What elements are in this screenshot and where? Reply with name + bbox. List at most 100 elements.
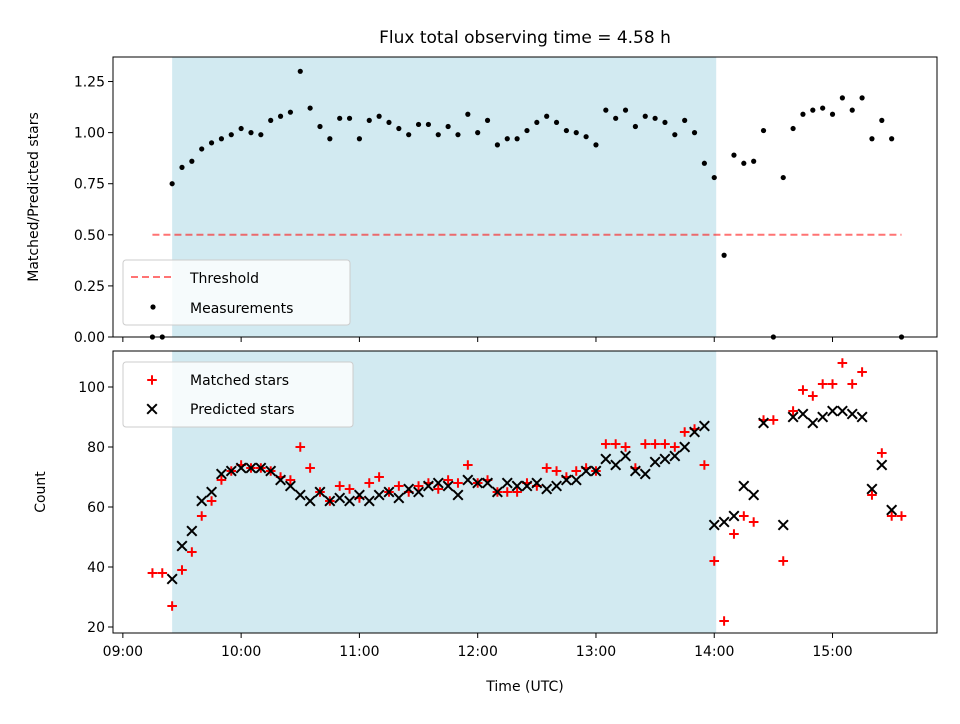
predicted-stars-point bbox=[886, 504, 898, 516]
bottom-ytick-label: 80 bbox=[87, 440, 105, 456]
matched-stars-point bbox=[748, 517, 759, 527]
matched-stars-point bbox=[679, 427, 690, 437]
predicted-stars-point bbox=[590, 465, 602, 477]
measurement-point bbox=[248, 130, 254, 136]
measurement-point bbox=[721, 252, 727, 258]
predicted-stars-point bbox=[265, 465, 277, 477]
legend-measurement-swatch bbox=[150, 304, 156, 310]
measurement-point bbox=[691, 130, 698, 136]
measurement-point bbox=[406, 132, 412, 138]
matched-stars-point bbox=[285, 475, 296, 485]
measurement-point bbox=[484, 117, 491, 123]
predicted-stars-point bbox=[629, 465, 641, 477]
predicted-stars-point bbox=[176, 540, 188, 552]
measurement-point bbox=[682, 117, 688, 123]
predicted-stars-point bbox=[255, 462, 267, 474]
measurement-point bbox=[800, 111, 806, 117]
predicted-stars-point bbox=[738, 480, 750, 492]
bottom-xtick-label: 11:00 bbox=[339, 644, 379, 660]
measurement-point bbox=[751, 158, 757, 164]
bottom-ylabel: Count bbox=[33, 471, 49, 513]
measurement-point bbox=[672, 132, 678, 138]
predicted-stars-point bbox=[452, 489, 464, 501]
measurement-point bbox=[790, 125, 796, 132]
predicted-stars-point bbox=[689, 426, 701, 438]
predicted-stars-point bbox=[275, 474, 287, 486]
matched-stars-point bbox=[837, 358, 848, 368]
matched-stars-point bbox=[512, 487, 522, 497]
predicted-stars-point bbox=[541, 483, 553, 495]
predicted-stars-point bbox=[511, 480, 523, 492]
predicted-stars-point bbox=[324, 495, 336, 507]
bottom-ytick-label: 100 bbox=[78, 380, 105, 396]
predicted-stars-point bbox=[442, 480, 454, 492]
measurement-point bbox=[534, 119, 540, 126]
bottom-legend-box bbox=[122, 361, 354, 428]
top-legend: Threshold Measurements bbox=[122, 259, 351, 326]
predicted-stars-point bbox=[551, 480, 563, 492]
predicted-stars-point bbox=[728, 510, 740, 522]
predicted-stars-point bbox=[422, 480, 434, 492]
measurement-point bbox=[652, 115, 658, 121]
matched-stars-point bbox=[167, 601, 177, 611]
top-ytick-label: 1.00 bbox=[74, 126, 105, 142]
matched-stars-point bbox=[788, 406, 798, 416]
predicted-stars-point bbox=[521, 480, 533, 492]
bottom-xtick-label: 12:00 bbox=[458, 644, 498, 660]
measurement-point bbox=[731, 152, 737, 158]
bottom-ytick-label: 40 bbox=[87, 560, 105, 576]
measurement-point bbox=[258, 132, 264, 138]
predicted-stars-point bbox=[531, 477, 543, 489]
predicted-stars-point bbox=[836, 405, 848, 417]
matched-stars-point bbox=[443, 475, 453, 485]
predicted-stars-point bbox=[462, 474, 474, 486]
matched-stars-point bbox=[177, 565, 187, 575]
predicted-stars-point bbox=[166, 573, 178, 585]
measurement-point bbox=[337, 115, 343, 121]
matched-stars-point bbox=[847, 379, 858, 389]
top-ylabel: Matched/Predicted stars bbox=[26, 112, 42, 282]
measurement-point bbox=[189, 158, 195, 164]
measurement-point bbox=[415, 121, 422, 128]
predicted-stars-point bbox=[235, 462, 247, 474]
matched-stars-point bbox=[699, 460, 710, 470]
measurement-point bbox=[662, 119, 668, 126]
predicted-stars-point bbox=[758, 417, 770, 429]
top-panel: 0.00 0.25 0.50 0.75 1.00 1.25 Matched/Predicte… bbox=[26, 56, 938, 346]
matched-stars-point bbox=[541, 463, 552, 473]
predicted-stars-point bbox=[827, 405, 839, 417]
predicted-stars-point bbox=[304, 495, 316, 507]
chart-title: Flux total observing time = 4.58 h bbox=[379, 28, 671, 48]
predicted-stars-point bbox=[393, 492, 405, 504]
measurement-point bbox=[317, 123, 323, 130]
matched-stars-point bbox=[147, 568, 158, 578]
measurement-point bbox=[849, 107, 855, 113]
predicted-stars-point bbox=[314, 486, 326, 498]
predicted-stars-point bbox=[215, 468, 227, 480]
measurement-point bbox=[327, 136, 333, 142]
predicted-stars-point bbox=[373, 489, 385, 501]
measurement-point bbox=[573, 130, 579, 136]
measurement-points bbox=[149, 68, 905, 340]
predicted-stars-point bbox=[600, 453, 612, 465]
matched-stars-point bbox=[187, 547, 197, 557]
measurement-point bbox=[741, 160, 747, 166]
matched-stars-point bbox=[206, 496, 217, 506]
legend-measurement-label: Measurements bbox=[190, 301, 293, 317]
predicted-stars-point bbox=[334, 492, 346, 504]
measurement-point bbox=[780, 174, 786, 181]
predicted-stars-point bbox=[344, 495, 356, 507]
matched-stars-point bbox=[709, 556, 720, 566]
measurement-point bbox=[711, 174, 717, 181]
measurement-point bbox=[603, 107, 609, 113]
measurement-point bbox=[583, 134, 589, 140]
matched-stars-point bbox=[601, 439, 611, 449]
top-ytick-label: 0.75 bbox=[74, 177, 105, 193]
matched-stars-point bbox=[808, 391, 818, 401]
matched-stars-point bbox=[886, 511, 897, 521]
measurement-point bbox=[366, 117, 372, 123]
predicted-stars-point bbox=[718, 516, 730, 528]
measurement-point bbox=[218, 136, 225, 142]
matched-stars-point bbox=[877, 448, 887, 458]
